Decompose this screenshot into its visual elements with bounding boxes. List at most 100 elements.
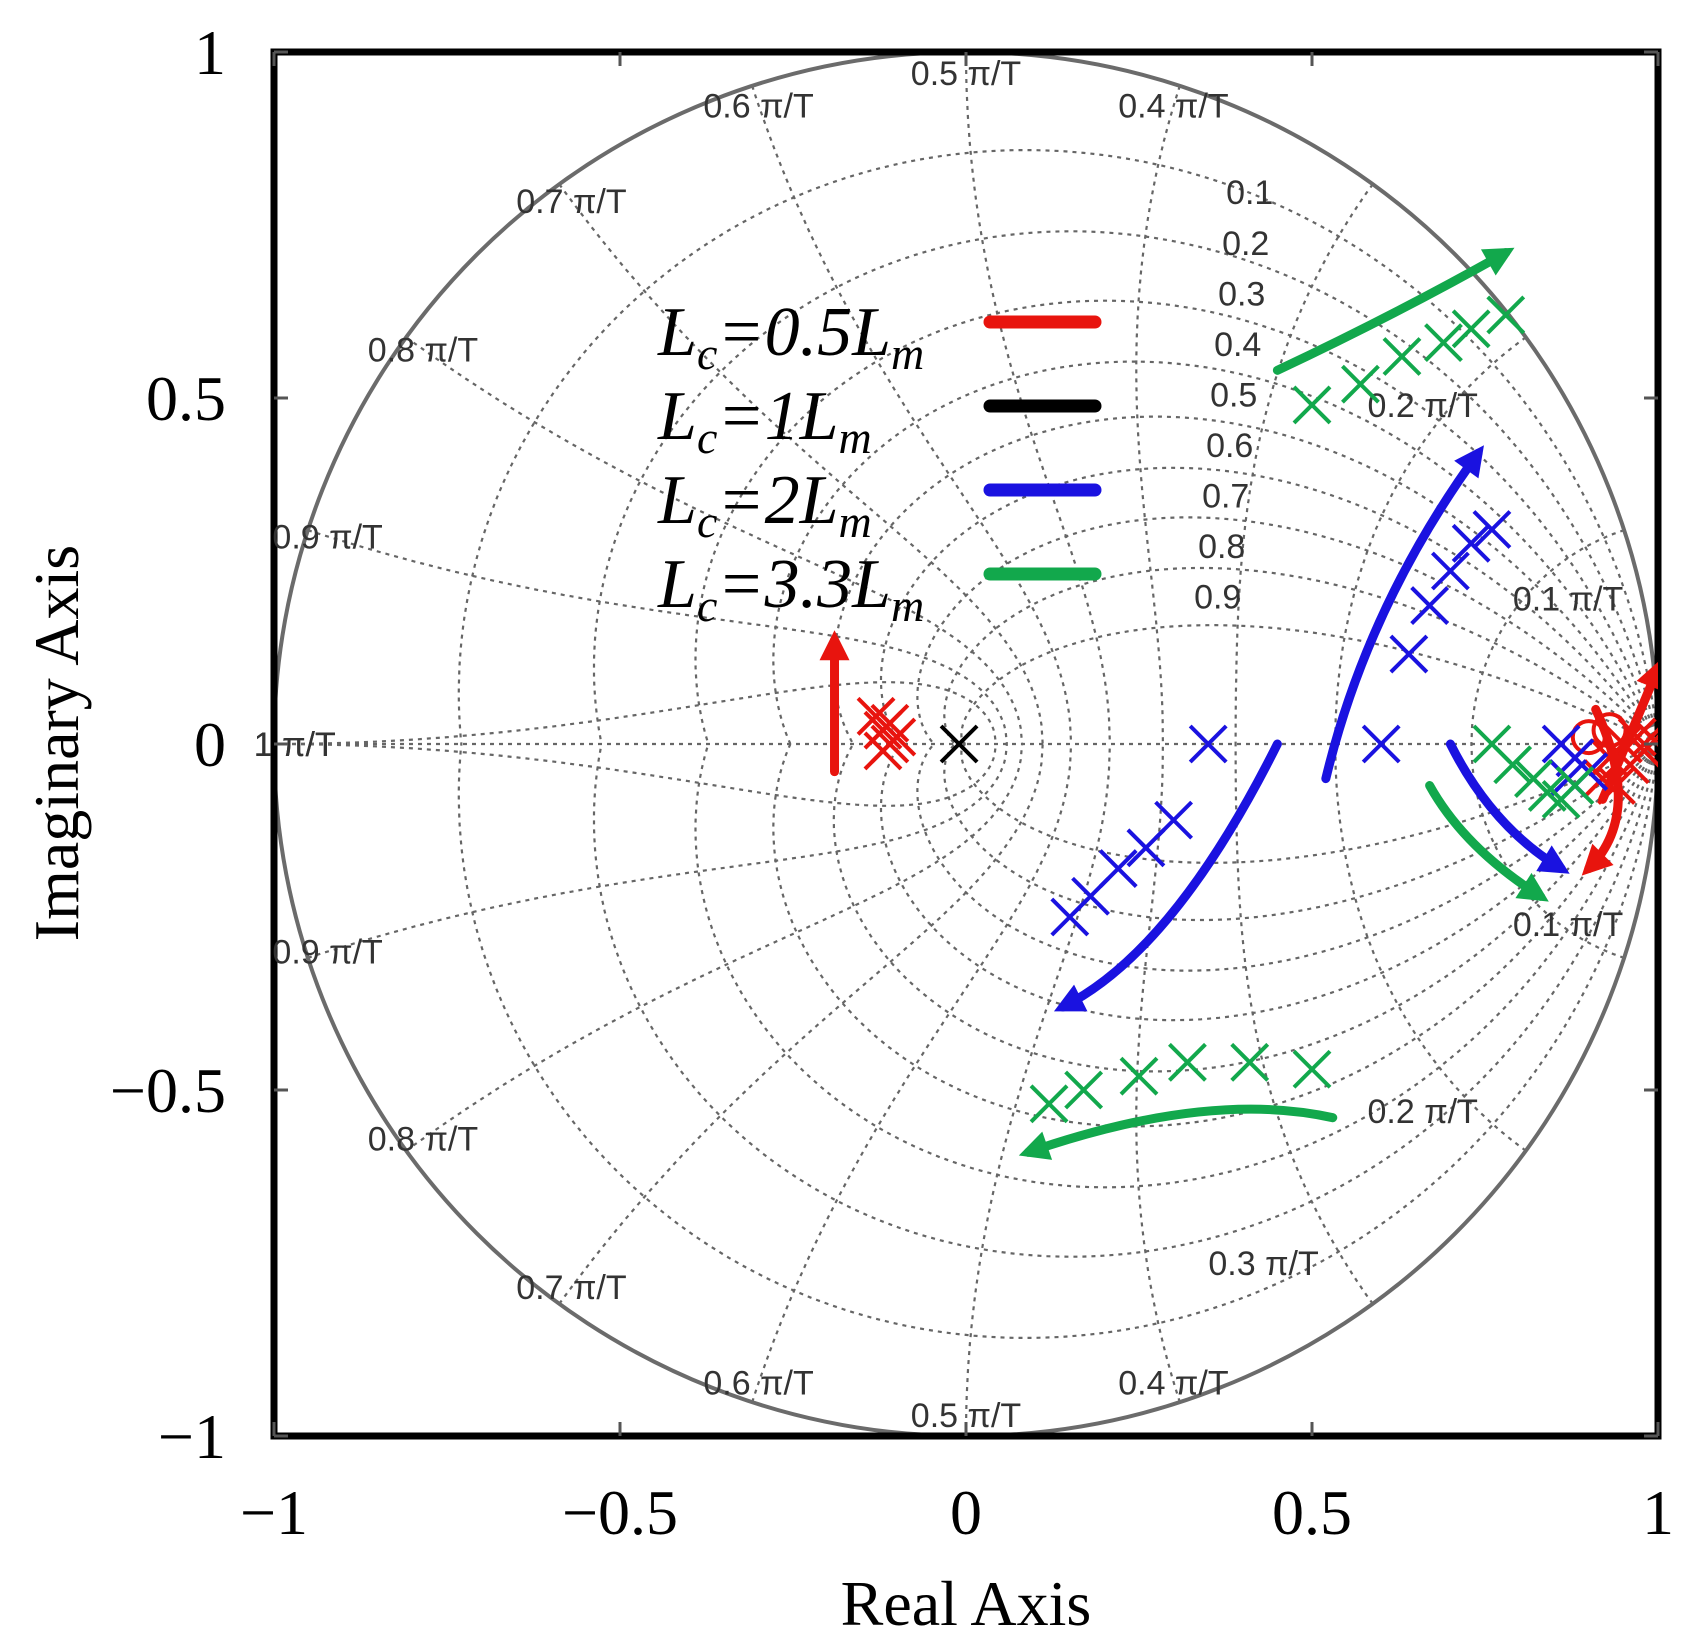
pole-stroke bbox=[1029, 1084, 1069, 1124]
pole-stroke bbox=[1430, 551, 1470, 591]
pole-marker bbox=[1292, 1049, 1332, 1089]
pole-marker bbox=[1098, 849, 1138, 888]
legend-subscript: m bbox=[891, 328, 924, 379]
pole-stroke bbox=[1631, 727, 1658, 757]
x-tick-label: −0.5 bbox=[562, 1477, 678, 1548]
pole-stroke bbox=[1168, 1042, 1207, 1082]
frequency-label-upper: 0.2 π/T bbox=[1368, 387, 1478, 425]
frequency-curve bbox=[964, 52, 1111, 745]
arrow-head bbox=[1636, 661, 1658, 690]
axis-ticks: −1 −0.5 0 0.5 1 1 0.5 0 −0.5 −1 bbox=[110, 17, 1674, 1548]
arrow-head bbox=[1515, 872, 1549, 902]
frequency-label-upper: 0.9 π/T bbox=[272, 519, 382, 557]
pole-stroke bbox=[1064, 1070, 1104, 1110]
frequency-curve bbox=[405, 336, 1024, 745]
pole-stroke bbox=[1486, 295, 1526, 335]
legend-text: =3.3L bbox=[717, 546, 891, 623]
legend-subscript: m bbox=[839, 412, 872, 463]
damping-curve bbox=[592, 743, 1658, 1258]
pole-stroke bbox=[1472, 510, 1512, 549]
pole-stroke bbox=[1154, 800, 1194, 840]
legend-text: L bbox=[657, 378, 697, 455]
x-tick-label: −1 bbox=[240, 1477, 308, 1548]
legend-subscript: c bbox=[697, 496, 717, 547]
damping-label: 0.1 bbox=[1226, 174, 1273, 212]
arrow-shaft bbox=[1058, 739, 1282, 1012]
frequency-label-lower: 0.4 π/T bbox=[1118, 1364, 1228, 1402]
y-tick-label: −1 bbox=[158, 1401, 226, 1472]
legend-text: L bbox=[657, 462, 697, 539]
pole-marker bbox=[1168, 1042, 1207, 1082]
grid-labels: 0.1 π/T0.2 π/T0.4 π/T0.5 π/T0.6 π/T0.7 π… bbox=[254, 55, 1623, 1435]
arrow-head bbox=[1454, 445, 1484, 479]
damping-curve bbox=[832, 415, 1658, 745]
pole-marker bbox=[1410, 586, 1450, 626]
damping-label: 0.3 bbox=[1218, 275, 1265, 313]
series-Lc=0.5Lm bbox=[819, 630, 1658, 876]
arrow-head bbox=[1053, 984, 1088, 1012]
series-Lc=1Lm bbox=[939, 724, 979, 764]
pole-marker bbox=[1382, 337, 1422, 376]
pole-marker bbox=[1430, 551, 1470, 591]
pole-stroke bbox=[1410, 586, 1450, 626]
arrow-head bbox=[1581, 843, 1614, 876]
pole-marker bbox=[1486, 295, 1526, 335]
trajectory-arrow bbox=[1272, 247, 1515, 375]
damping-curve bbox=[879, 466, 1658, 745]
zero-marker bbox=[1570, 719, 1607, 756]
pole-stroke bbox=[1119, 1056, 1159, 1096]
frequency-curve bbox=[1334, 336, 1527, 745]
pole-marker bbox=[1493, 745, 1533, 785]
legend-label: Lc=3.3Lm bbox=[657, 546, 924, 631]
y-tick-label: 0 bbox=[194, 709, 226, 780]
legend-text: =2L bbox=[717, 462, 838, 539]
pole-marker bbox=[1292, 385, 1332, 425]
frequency-label-upper: 0.8 π/T bbox=[368, 331, 478, 369]
damping-label: 0.2 bbox=[1222, 225, 1269, 263]
legend-label: Lc=0.5Lm bbox=[657, 294, 924, 379]
pole-marker bbox=[1624, 731, 1658, 771]
pole-stroke bbox=[1382, 337, 1422, 376]
pole-marker bbox=[877, 717, 917, 757]
pole-marker bbox=[1527, 773, 1567, 812]
pole-stroke bbox=[1098, 849, 1138, 888]
pole-stroke bbox=[1230, 1042, 1270, 1082]
pole-stroke bbox=[1527, 773, 1567, 812]
damping-curve bbox=[943, 743, 1658, 922]
damping-curve bbox=[879, 743, 1658, 1022]
damping-curve bbox=[772, 743, 1658, 1128]
damping-label: 0.7 bbox=[1202, 477, 1249, 515]
damping-label: 0.6 bbox=[1206, 427, 1253, 465]
pole-marker bbox=[1341, 364, 1380, 404]
pole-stroke bbox=[1341, 364, 1380, 404]
pole-stroke bbox=[1624, 734, 1658, 771]
pole-stroke bbox=[1188, 724, 1228, 764]
trajectory-arrow bbox=[1018, 1104, 1338, 1160]
frequency-label-upper: 0.1 π/T bbox=[1513, 581, 1623, 619]
pole-stroke bbox=[1424, 323, 1463, 363]
damping-curve bbox=[960, 743, 1658, 865]
frequency-curve bbox=[1135, 85, 1181, 745]
pole-marker bbox=[870, 703, 910, 743]
trajectory-arrow bbox=[1053, 739, 1282, 1012]
frequency-curve bbox=[751, 743, 1073, 1403]
damping-curve bbox=[772, 360, 1658, 745]
damping-label: 0.5 bbox=[1210, 376, 1257, 414]
legend-text: L bbox=[657, 294, 697, 371]
legend-text: =1L bbox=[717, 378, 838, 455]
arrow-head bbox=[1536, 845, 1570, 874]
frequency-curve bbox=[1234, 743, 1374, 1305]
frequency-curve bbox=[1234, 183, 1374, 745]
frequency-curve bbox=[964, 743, 1111, 1436]
pole-stroke bbox=[1555, 766, 1595, 805]
arrow-shaft bbox=[1272, 248, 1511, 375]
frequency-label-lower: 0.2 π/T bbox=[1368, 1093, 1478, 1131]
pole-stroke bbox=[1451, 309, 1491, 349]
arrow-head bbox=[819, 630, 850, 661]
damping-curve bbox=[694, 743, 1658, 1189]
damping-curve bbox=[832, 743, 1658, 1073]
pole-stroke bbox=[1361, 724, 1401, 764]
pole-marker bbox=[1472, 510, 1512, 549]
trajectory-arrow bbox=[1445, 739, 1570, 874]
pole-stroke bbox=[1583, 759, 1623, 799]
